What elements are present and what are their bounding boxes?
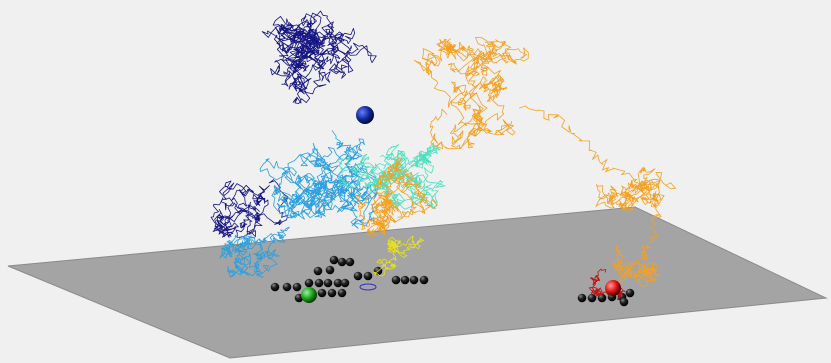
trajectories-near-plane xyxy=(219,226,660,301)
bead xyxy=(340,278,350,288)
red-sphere xyxy=(605,280,621,296)
bead xyxy=(304,278,314,288)
bead xyxy=(391,275,401,285)
green-sphere xyxy=(301,287,317,303)
bead xyxy=(333,278,343,288)
trajectory-navy xyxy=(261,10,377,104)
bead xyxy=(419,275,429,285)
bead xyxy=(409,275,419,285)
bead xyxy=(337,288,347,298)
bead xyxy=(323,278,333,288)
trajectory-sky xyxy=(219,226,290,278)
trajectory-orange-bridge xyxy=(518,105,665,260)
bead-cluster xyxy=(270,255,635,307)
ring-marker xyxy=(359,283,377,291)
bead xyxy=(327,288,337,298)
bead xyxy=(363,271,373,281)
bead xyxy=(313,266,323,276)
bead xyxy=(400,275,410,285)
trajectory-orange xyxy=(413,37,529,150)
bead xyxy=(597,293,607,303)
bead xyxy=(577,293,587,303)
bead xyxy=(282,282,292,292)
trajectory-yellow xyxy=(373,235,425,277)
bead xyxy=(337,257,347,267)
bead xyxy=(345,257,355,267)
trajectories-above-plane xyxy=(210,10,677,260)
bead xyxy=(353,271,363,281)
bead xyxy=(619,297,629,307)
bead xyxy=(317,288,327,298)
bead xyxy=(625,288,635,298)
bead xyxy=(329,255,339,265)
bead xyxy=(314,278,324,288)
blue-sphere xyxy=(356,106,374,124)
bead xyxy=(325,265,335,275)
bead xyxy=(270,282,280,292)
trajectory-navy xyxy=(210,178,289,238)
trajectory-red xyxy=(588,268,626,301)
trajectory-orange xyxy=(355,156,438,237)
trajectory-orange xyxy=(611,245,660,287)
trajectory-orange xyxy=(595,166,677,213)
bead xyxy=(292,282,302,292)
bead xyxy=(587,293,597,303)
